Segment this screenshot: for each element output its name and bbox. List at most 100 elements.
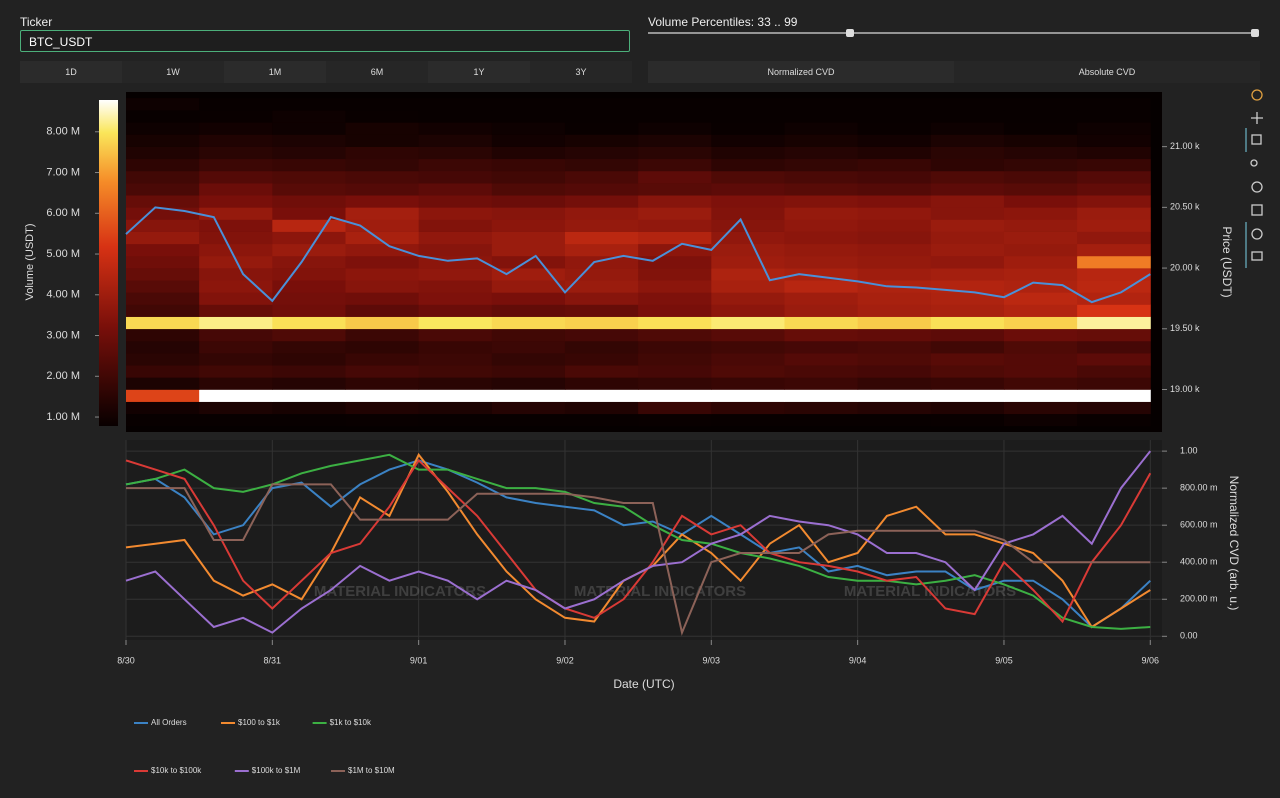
heat-cell — [199, 231, 273, 245]
button[interactable]: 3Y — [530, 61, 632, 83]
y-axis-title: Price (USDT) — [1220, 226, 1234, 297]
button[interactable]: 1W — [122, 61, 224, 83]
heat-cell — [638, 231, 712, 245]
heat-cell — [564, 146, 639, 160]
heat-cell — [857, 377, 932, 390]
heat-cell — [418, 243, 493, 257]
colorbar-tick-label: 3.00 M — [46, 329, 80, 341]
timeframe-buttons: 1D 1W 1M 6M 1Y 3Y — [20, 61, 632, 83]
heat-cell — [784, 122, 859, 135]
button[interactable]: 1D — [20, 61, 122, 83]
button[interactable]: 6M — [326, 61, 428, 83]
heat-cell — [638, 340, 712, 354]
heat-cell — [564, 413, 639, 427]
heat-cell — [638, 134, 712, 147]
legend-label: $1M to $10M — [348, 766, 395, 775]
heat-cell — [784, 219, 859, 232]
heat-cell — [1077, 183, 1151, 196]
heat-cell — [857, 268, 932, 281]
tool-icon[interactable] — [1251, 89, 1263, 101]
heat-cell — [784, 183, 859, 196]
heat-cell — [491, 207, 566, 220]
heat-cell — [199, 340, 273, 354]
heat-cell — [345, 243, 420, 257]
heat-cell — [1003, 413, 1078, 427]
heat-cell — [491, 158, 566, 172]
ticker-input[interactable]: BTC_USDT — [20, 30, 630, 52]
heat-cell — [784, 401, 859, 415]
heat-cell — [199, 401, 273, 415]
button[interactable]: 1M — [224, 61, 326, 83]
heat-cell — [345, 292, 420, 305]
slider-handle[interactable] — [846, 29, 854, 37]
slider-handle[interactable] — [1251, 29, 1259, 37]
heat-cell — [638, 292, 712, 305]
heat-cell — [638, 195, 712, 208]
heat-cell — [564, 183, 639, 196]
y-tick-label: 200.00 m — [1180, 594, 1218, 604]
heat-cell — [711, 231, 785, 245]
heat-cell — [638, 365, 712, 378]
heat-cell — [199, 207, 273, 220]
tool-icon[interactable] — [1251, 204, 1263, 216]
heat-cell — [272, 401, 346, 415]
heat-cell — [711, 377, 785, 390]
heat-cell — [199, 183, 273, 196]
heat-cell — [784, 328, 859, 342]
heat-cell — [126, 401, 200, 415]
tool-icon[interactable] — [1251, 134, 1262, 145]
heat-cell — [1003, 146, 1078, 160]
heat-cell — [199, 268, 273, 281]
heat-cell — [1003, 377, 1078, 390]
heat-cell — [272, 231, 346, 245]
heat-cell — [564, 280, 639, 293]
heat-cell — [1077, 328, 1151, 342]
heat-cell — [711, 98, 785, 111]
tool-icon[interactable] — [1251, 251, 1263, 261]
heat-cell — [345, 268, 420, 281]
heat-cell — [638, 98, 712, 111]
tool-icon[interactable] — [1251, 112, 1263, 124]
heat-cell — [1077, 340, 1151, 354]
y-tick-label: 0.00 — [1180, 631, 1198, 641]
button[interactable]: Normalized CVD — [648, 61, 954, 83]
colorbar-tick-label: 5.00 M — [46, 248, 80, 260]
button[interactable]: Absolute CVD — [954, 61, 1260, 83]
heat-cell — [126, 389, 200, 402]
heat-cell — [564, 268, 639, 281]
heat-cell — [272, 219, 346, 232]
heat-cell — [272, 170, 346, 184]
heat-cell — [491, 365, 566, 378]
heat-cell — [345, 365, 420, 378]
heat-cell — [784, 170, 859, 184]
heat-cell — [930, 389, 1005, 402]
heat-cell — [564, 110, 639, 123]
heat-cell — [345, 195, 420, 208]
heat-cell — [126, 170, 200, 184]
heat-cell — [930, 231, 1005, 245]
heat-cell — [857, 340, 932, 354]
heat-cell — [857, 328, 932, 342]
heat-cell — [272, 353, 346, 366]
heat-cell — [638, 170, 712, 184]
tool-icon[interactable] — [1251, 181, 1263, 193]
tool-icon[interactable] — [1251, 228, 1263, 240]
heat-cell — [930, 365, 1005, 378]
heat-cell — [418, 353, 493, 366]
heat-cell — [857, 98, 932, 111]
heat-cell — [711, 183, 785, 196]
heat-cell — [199, 353, 273, 366]
heat-cell — [930, 316, 1005, 330]
heat-cell — [930, 401, 1005, 415]
heat-cell — [1077, 110, 1151, 123]
button[interactable]: 1Y — [428, 61, 530, 83]
heat-cell — [199, 413, 273, 427]
heat-cell — [1003, 365, 1078, 378]
heat-cell — [711, 158, 785, 172]
heat-cell — [564, 243, 639, 257]
heat-cell — [784, 268, 859, 281]
heat-cell — [1077, 413, 1151, 427]
heat-cell — [345, 413, 420, 427]
heat-cell — [272, 377, 346, 390]
tool-icon[interactable] — [1250, 159, 1258, 167]
